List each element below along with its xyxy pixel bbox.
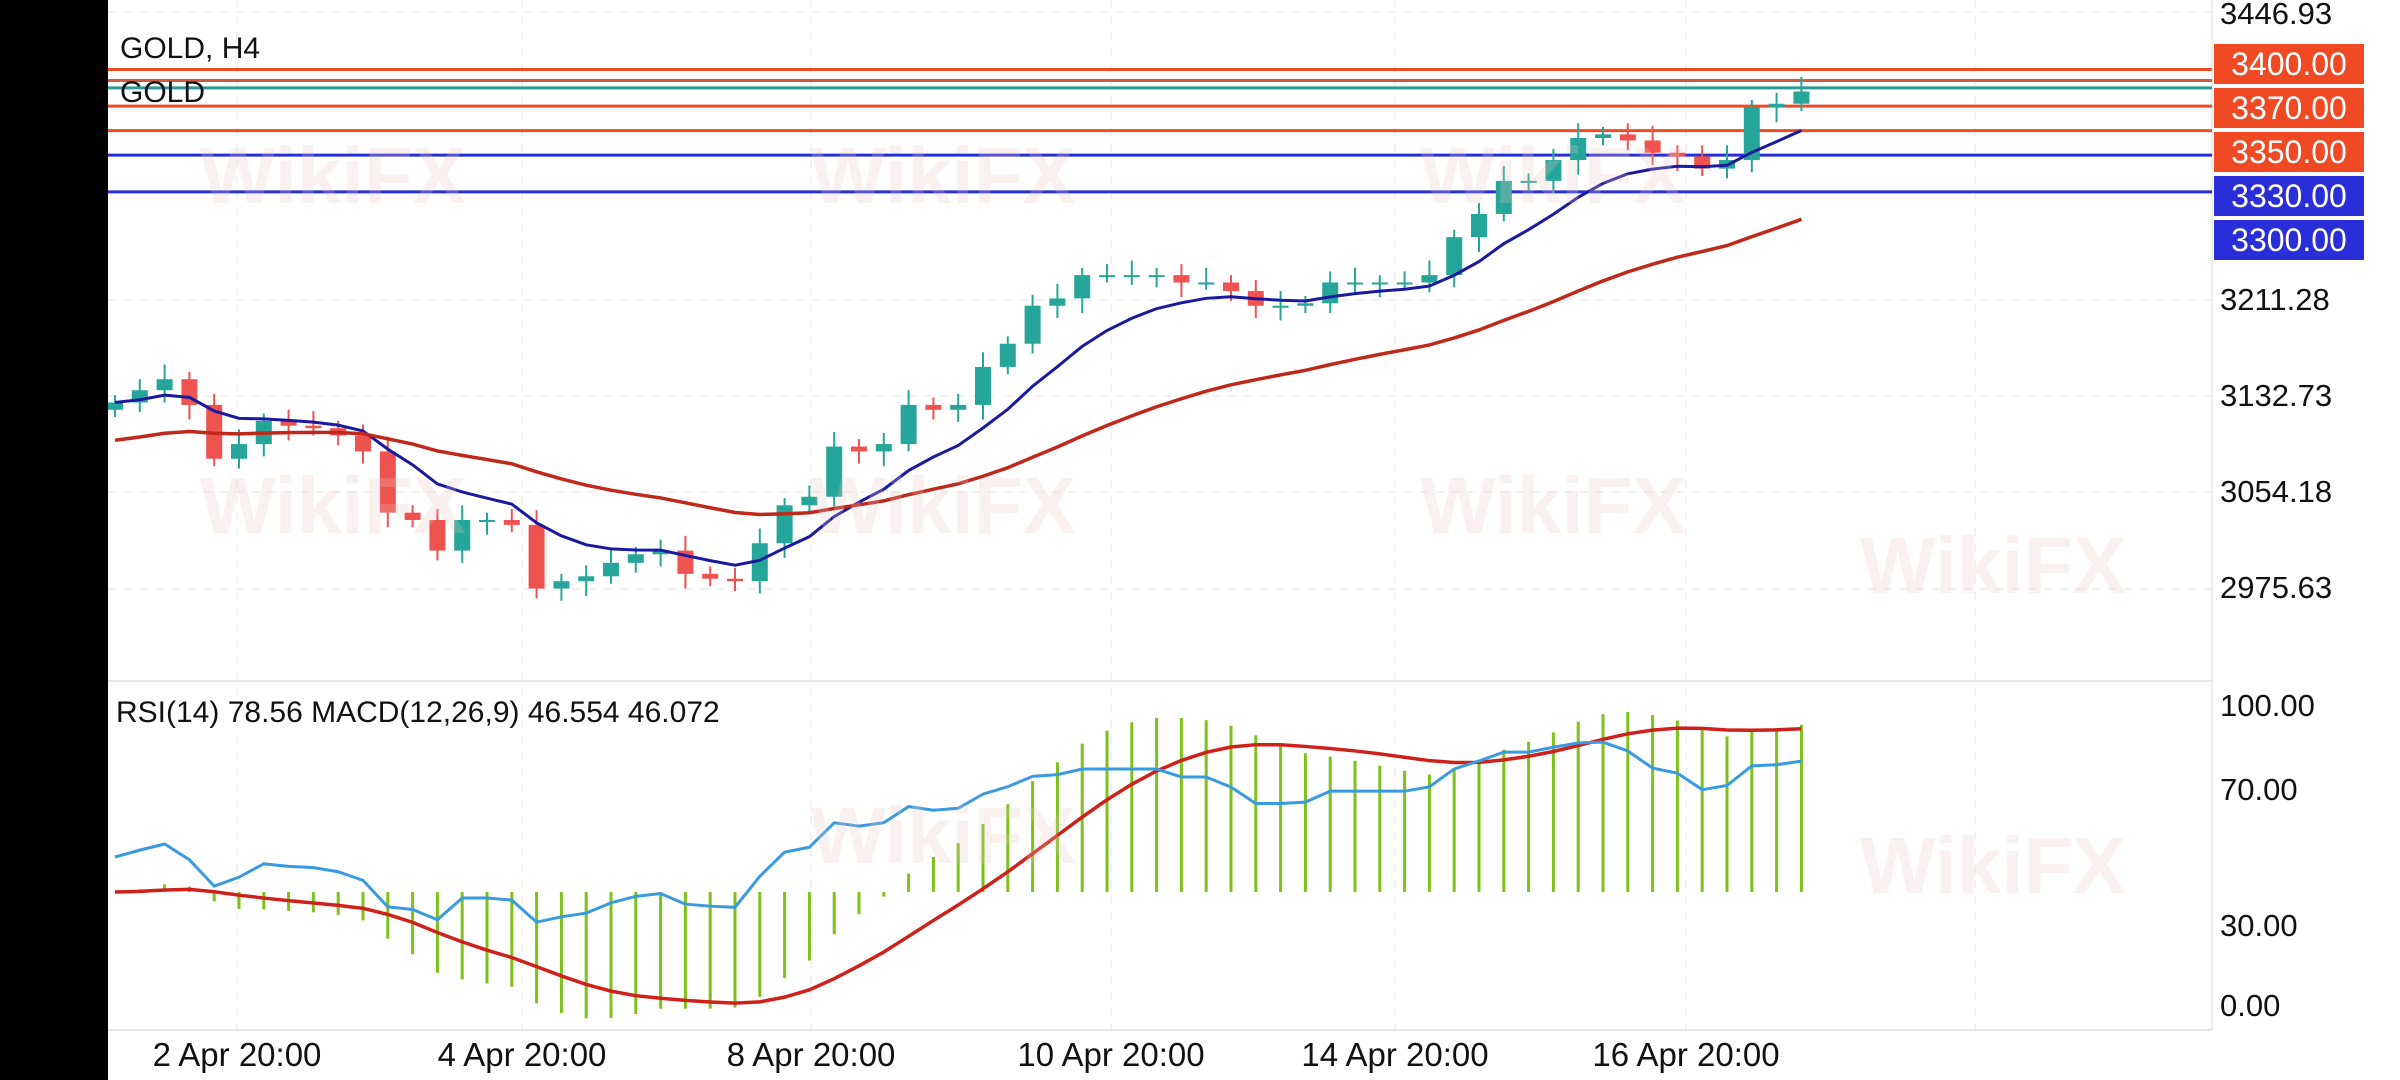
- price-level-label: 3370.00: [2214, 88, 2364, 128]
- candle-body: [776, 505, 793, 544]
- x-tick: 4 Apr 20:00: [437, 1036, 607, 1073]
- candle-body: [627, 554, 644, 563]
- price-level-label: 3300.00: [2214, 220, 2364, 260]
- candle-body: [1421, 275, 1438, 283]
- candle-body: [1520, 180, 1537, 183]
- candle-body: [975, 366, 991, 405]
- candle-body: [826, 446, 843, 497]
- indicator-tick: 30.00: [2220, 908, 2298, 943]
- candle-body: [652, 550, 669, 555]
- fast-ma-line: [114, 129, 1803, 567]
- x-tick: 14 Apr 20:00: [1301, 1036, 1489, 1073]
- candle-body: [925, 404, 942, 410]
- candle-body: [1495, 180, 1512, 214]
- candle-body: [727, 578, 743, 582]
- candle-body: [1471, 213, 1487, 238]
- candle-body: [950, 404, 967, 410]
- candle-body: [429, 519, 446, 551]
- candle-body: [528, 524, 545, 589]
- indicator-tick: 70.00: [2220, 772, 2298, 807]
- x-tick: 10 Apr 20:00: [1017, 1036, 1205, 1073]
- candle-body: [1619, 134, 1636, 141]
- candle-body: [503, 519, 520, 525]
- watermark: WikiFX: [1420, 461, 1686, 550]
- candle-body: [702, 573, 719, 579]
- candle-body: [578, 576, 595, 582]
- watermark: WikiFX: [810, 131, 1076, 220]
- candle-body: [999, 343, 1016, 367]
- watermark: WikiFX: [1860, 821, 2126, 910]
- x-tick: 2 Apr 20:00: [152, 1036, 322, 1073]
- watermark: WikiFX: [200, 131, 466, 220]
- candle-body: [1173, 275, 1190, 283]
- indicator-tick: 0.00: [2220, 988, 2281, 1023]
- slow-ma-line: [114, 217, 1802, 517]
- candle-body: [454, 519, 471, 551]
- candle-body: [107, 402, 123, 410]
- indicator-label: RSI(14) 78.56 MACD(12,26,9) 46.554 46.07…: [116, 696, 720, 729]
- candle-body: [900, 404, 917, 445]
- candle-body: [1198, 282, 1215, 285]
- watermark: WikiFX: [810, 461, 1076, 550]
- candle-body: [1396, 282, 1413, 285]
- candle-body: [1297, 303, 1314, 306]
- candle-body: [553, 581, 570, 589]
- candle-body: [1272, 305, 1289, 308]
- candle-body: [156, 379, 173, 391]
- candle-body: [875, 444, 892, 452]
- candle-body: [1743, 107, 1760, 161]
- candle-body: [379, 451, 396, 513]
- candle-body: [1123, 275, 1140, 278]
- left-edge: [0, 0, 108, 1080]
- candle-body: [1669, 152, 1686, 157]
- price-level-label: 3330.00: [2214, 176, 2364, 216]
- x-tick: 16 Apr 20:00: [1592, 1036, 1780, 1073]
- candle-body: [1148, 275, 1165, 278]
- candle-body: [355, 435, 371, 452]
- candle-body: [1545, 160, 1562, 181]
- candle-body: [479, 519, 495, 522]
- candle-body: [801, 496, 818, 506]
- y-tick: 3211.28: [2220, 282, 2330, 317]
- candle-body: [1049, 298, 1066, 306]
- price-level-label: 3400.00: [2214, 44, 2364, 84]
- candle-body: [1595, 134, 1611, 139]
- watermark: WikiFX: [810, 791, 1076, 880]
- candle-body: [280, 420, 297, 426]
- symbol-label: GOLD: [120, 76, 206, 109]
- candle-body: [1446, 237, 1463, 276]
- indicator-tick: 100.00: [2220, 688, 2315, 723]
- candle-body: [1024, 305, 1041, 344]
- candle-body: [305, 425, 322, 429]
- chart-title: GOLD, H4: [120, 32, 261, 65]
- watermark: WikiFX: [1860, 521, 2126, 610]
- candle-body: [603, 562, 619, 577]
- candle-body: [1223, 282, 1239, 292]
- candle-body: [1099, 275, 1115, 278]
- candle-body: [851, 446, 867, 452]
- candle-body: [1570, 138, 1587, 161]
- candle-body: [231, 444, 247, 459]
- candle-body: [1644, 140, 1661, 153]
- candle-body: [1322, 282, 1339, 304]
- x-tick: 8 Apr 20:00: [726, 1036, 896, 1073]
- candle-body: [1793, 91, 1810, 104]
- candle-body: [1371, 282, 1388, 285]
- candle-body: [1074, 275, 1091, 299]
- candle-body: [1768, 103, 1785, 108]
- candle-body: [1347, 282, 1363, 285]
- candle-body: [404, 512, 421, 520]
- y-tick: 3132.73: [2220, 378, 2333, 413]
- candle-body: [751, 543, 768, 582]
- y-tick: 3054.18: [2220, 474, 2333, 509]
- watermark: WikiFX: [1420, 131, 1686, 220]
- watermark: WikiFX: [200, 461, 466, 550]
- rsi-line: [114, 740, 1802, 924]
- y-tick: 3446.93: [2220, 0, 2333, 31]
- y-tick: 2975.63: [2220, 570, 2333, 605]
- macd-signal-line: [114, 726, 1802, 1005]
- price-level-label: 3350.00: [2214, 132, 2364, 172]
